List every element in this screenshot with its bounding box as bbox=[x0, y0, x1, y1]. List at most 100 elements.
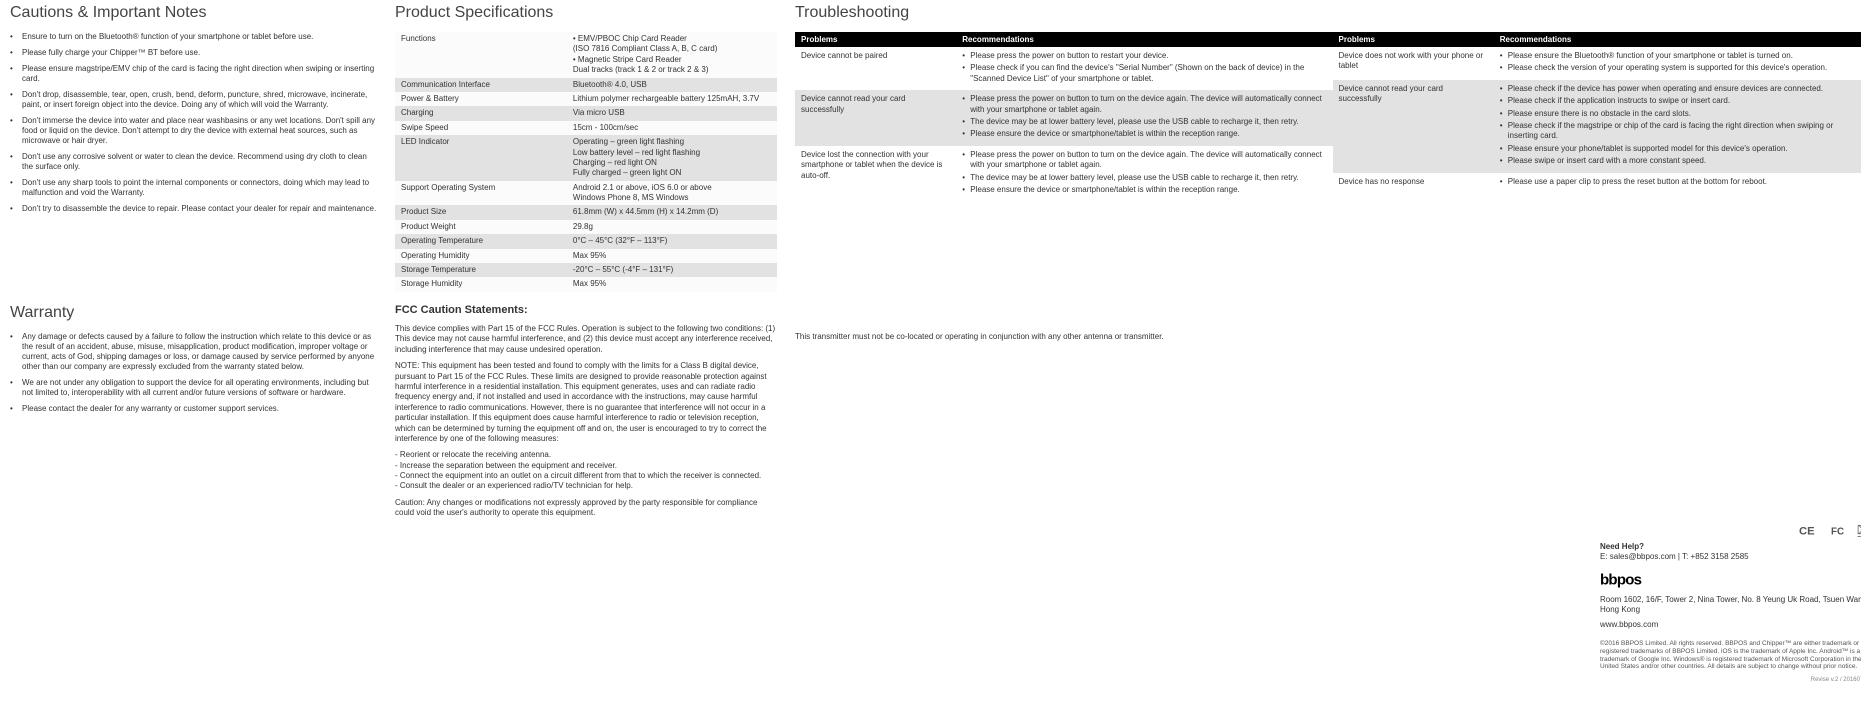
spec-row: Communication InterfaceBluetooth® 4.0, U… bbox=[395, 78, 777, 92]
recommendation-item: Please swipe or insert card with a more … bbox=[1500, 156, 1861, 166]
table-row: Device lost the connection with your sma… bbox=[795, 146, 1333, 202]
recommendation-item: Please check if the device has power whe… bbox=[1500, 84, 1861, 94]
troubleshooting-table-left: ProblemsRecommendations Device cannot be… bbox=[795, 32, 1333, 201]
spec-key: Product Weight bbox=[395, 220, 567, 234]
spec-row: Operating HumidityMax 95% bbox=[395, 249, 777, 263]
fcc-list: - Reorient or relocate the receiving ant… bbox=[395, 450, 777, 492]
spec-row: Swipe Speed15cm - 100cm/sec bbox=[395, 121, 777, 135]
help-line: E: sales@bbpos.com | T: +852 3158 2585 bbox=[1600, 552, 1749, 561]
cert-icons: CE FC bbox=[1600, 524, 1861, 540]
cautions-item: Please fully charge your Chipper™ BT bef… bbox=[10, 48, 377, 58]
fcc-p3: Caution: Any changes or modifications no… bbox=[395, 498, 777, 519]
spec-row: Support Operating SystemAndroid 2.1 or a… bbox=[395, 181, 777, 206]
footer-url: www.bbpos.com bbox=[1600, 620, 1861, 630]
spec-value: Lithium polymer rechargeable battery 125… bbox=[567, 92, 777, 106]
problem-cell: Device cannot be paired bbox=[795, 47, 956, 90]
cautions-item: Don't use any sharp tools to point the i… bbox=[10, 178, 377, 198]
specs-section: Product Specifications Functions• EMV/PB… bbox=[395, 4, 795, 294]
recommendation-item: Please ensure the device or smartphone/t… bbox=[962, 185, 1326, 195]
help-label: Need Help? bbox=[1600, 542, 1644, 551]
spec-row: Power & BatteryLithium polymer rechargea… bbox=[395, 92, 777, 106]
cautions-list: Ensure to turn on the Bluetooth® functio… bbox=[10, 32, 377, 214]
troubleshooting-heading: Troubleshooting bbox=[795, 4, 1861, 22]
th-recs: Recommendations bbox=[1494, 32, 1861, 47]
recommendation-cell: Please check if the device has power whe… bbox=[1494, 80, 1861, 173]
recommendation-cell: Please ensure the Bluetooth® function of… bbox=[1494, 47, 1861, 80]
footer-revise: Revise v.2 / 20160704 bbox=[1600, 677, 1861, 685]
recommendation-cell: Please use a paper clip to press the res… bbox=[1494, 173, 1861, 193]
th-problems: Problems bbox=[795, 32, 956, 47]
problem-cell: Device has no response bbox=[1333, 173, 1494, 193]
specs-heading: Product Specifications bbox=[395, 4, 777, 22]
footer-address: Room 1602, 16/F, Tower 2, Nina Tower, No… bbox=[1600, 595, 1861, 616]
recommendation-item: Please ensure there is no obstacle in th… bbox=[1500, 109, 1861, 119]
spec-key: Charging bbox=[395, 106, 567, 120]
warranty-item: Please contact the dealer for any warran… bbox=[10, 404, 377, 414]
th-problems: Problems bbox=[1333, 32, 1494, 47]
cautions-item: Ensure to turn on the Bluetooth® functio… bbox=[10, 32, 377, 42]
ce-icon: CE bbox=[1799, 524, 1827, 538]
cautions-item: Don't try to disassemble the device to r… bbox=[10, 204, 377, 214]
fcc-section: FCC Caution Statements: This device comp… bbox=[395, 294, 795, 697]
spec-value: Android 2.1 or above, iOS 6.0 or above W… bbox=[567, 181, 777, 206]
recommendation-item: Please ensure the Bluetooth® function of… bbox=[1500, 51, 1861, 61]
table-row: Device cannot read your card successfull… bbox=[795, 90, 1333, 146]
spec-value: Bluetooth® 4.0, USB bbox=[567, 78, 777, 92]
spec-row: Storage HumidityMax 95% bbox=[395, 277, 777, 291]
spec-value: Via micro USB bbox=[567, 106, 777, 120]
spec-key: Support Operating System bbox=[395, 181, 567, 206]
table-row: Device has no responsePlease use a paper… bbox=[1333, 173, 1861, 193]
recommendation-item: Please check the version of your operati… bbox=[1500, 63, 1861, 73]
cautions-item: Please ensure magstripe/EMV chip of the … bbox=[10, 64, 377, 84]
spec-value: 61.8mm (W) x 44.5mm (H) x 14.2mm (D) bbox=[567, 205, 777, 219]
recommendation-item: Please press the power on button to turn… bbox=[962, 150, 1326, 171]
spec-value: 15cm - 100cm/sec bbox=[567, 121, 777, 135]
recommendation-item: Please check if you can find the device'… bbox=[962, 63, 1326, 84]
spec-value: Max 95% bbox=[567, 249, 777, 263]
warranty-item: Any damage or defects caused by a failur… bbox=[10, 332, 377, 372]
troubleshooting-section: Troubleshooting ProblemsRecommendations … bbox=[795, 4, 1861, 294]
troubleshooting-table-right: ProblemsRecommendations Device does not … bbox=[1333, 32, 1861, 193]
spec-row: Operating Temperature0°C – 45°C (32°F – … bbox=[395, 234, 777, 248]
spec-key: Communication Interface bbox=[395, 78, 567, 92]
spec-value: • EMV/PBOC Chip Card Reader (ISO 7816 Co… bbox=[567, 32, 777, 78]
spec-key: Storage Humidity bbox=[395, 277, 567, 291]
specs-table: Functions• EMV/PBOC Chip Card Reader (IS… bbox=[395, 32, 777, 292]
cautions-item: Don't drop, disassemble, tear, open, cru… bbox=[10, 90, 377, 110]
problem-cell: Device cannot read your card successfull… bbox=[1333, 80, 1494, 173]
spec-value: 0°C – 45°C (32°F – 113°F) bbox=[567, 234, 777, 248]
cautions-item: Don't immerse the device into water and … bbox=[10, 116, 377, 146]
warranty-section: Warranty Any damage or defects caused by… bbox=[10, 294, 395, 697]
problem-cell: Device does not work with your phone or … bbox=[1333, 47, 1494, 80]
problem-cell: Device cannot read your card successfull… bbox=[795, 90, 956, 146]
spec-value: Operating – green light flashing Low bat… bbox=[567, 135, 777, 181]
spec-value: Max 95% bbox=[567, 277, 777, 291]
footer-legal: ©2016 BBPOS Limited. All rights reserved… bbox=[1600, 640, 1861, 671]
table-row: Device does not work with your phone or … bbox=[1333, 47, 1861, 80]
warranty-heading: Warranty bbox=[10, 304, 377, 322]
recommendation-item: Please ensure the device or smartphone/t… bbox=[962, 129, 1326, 139]
cautions-item: Don't use any corrosive solvent or water… bbox=[10, 152, 377, 172]
recommendation-item: Please ensure your phone/tablet is suppo… bbox=[1500, 144, 1861, 154]
recommendation-cell: Please press the power on button to turn… bbox=[956, 90, 1332, 146]
spec-row: Functions• EMV/PBOC Chip Card Reader (IS… bbox=[395, 32, 777, 78]
recommendation-cell: Please press the power on button to turn… bbox=[956, 146, 1332, 202]
fcc-p2: NOTE: This equipment has been tested and… bbox=[395, 361, 777, 444]
fcc-heading: FCC Caution Statements: bbox=[395, 304, 777, 316]
table-row: Device cannot read your card successfull… bbox=[1333, 80, 1861, 173]
spec-key: Swipe Speed bbox=[395, 121, 567, 135]
spec-row: LED IndicatorOperating – green light fla… bbox=[395, 135, 777, 181]
bbpos-logo: bbpos bbox=[1600, 571, 1861, 591]
svg-text:CE: CE bbox=[1799, 526, 1815, 538]
spec-key: Operating Humidity bbox=[395, 249, 567, 263]
cautions-heading: Cautions & Important Notes bbox=[10, 4, 377, 22]
recommendation-item: The device may be at lower battery level… bbox=[962, 173, 1326, 183]
recommendation-cell: Please press the power on button to rest… bbox=[956, 47, 1332, 90]
spec-row: ChargingVia micro USB bbox=[395, 106, 777, 120]
warranty-list: Any damage or defects caused by a failur… bbox=[10, 332, 377, 414]
recommendation-item: Please check if the magstripe or chip of… bbox=[1500, 121, 1861, 142]
recommendation-item: Please press the power on button to rest… bbox=[962, 51, 1326, 61]
footer-section: CE FC Need Help? E: sales@bbpos.com | T:… bbox=[1600, 294, 1861, 697]
spec-key: LED Indicator bbox=[395, 135, 567, 181]
spec-key: Product Size bbox=[395, 205, 567, 219]
